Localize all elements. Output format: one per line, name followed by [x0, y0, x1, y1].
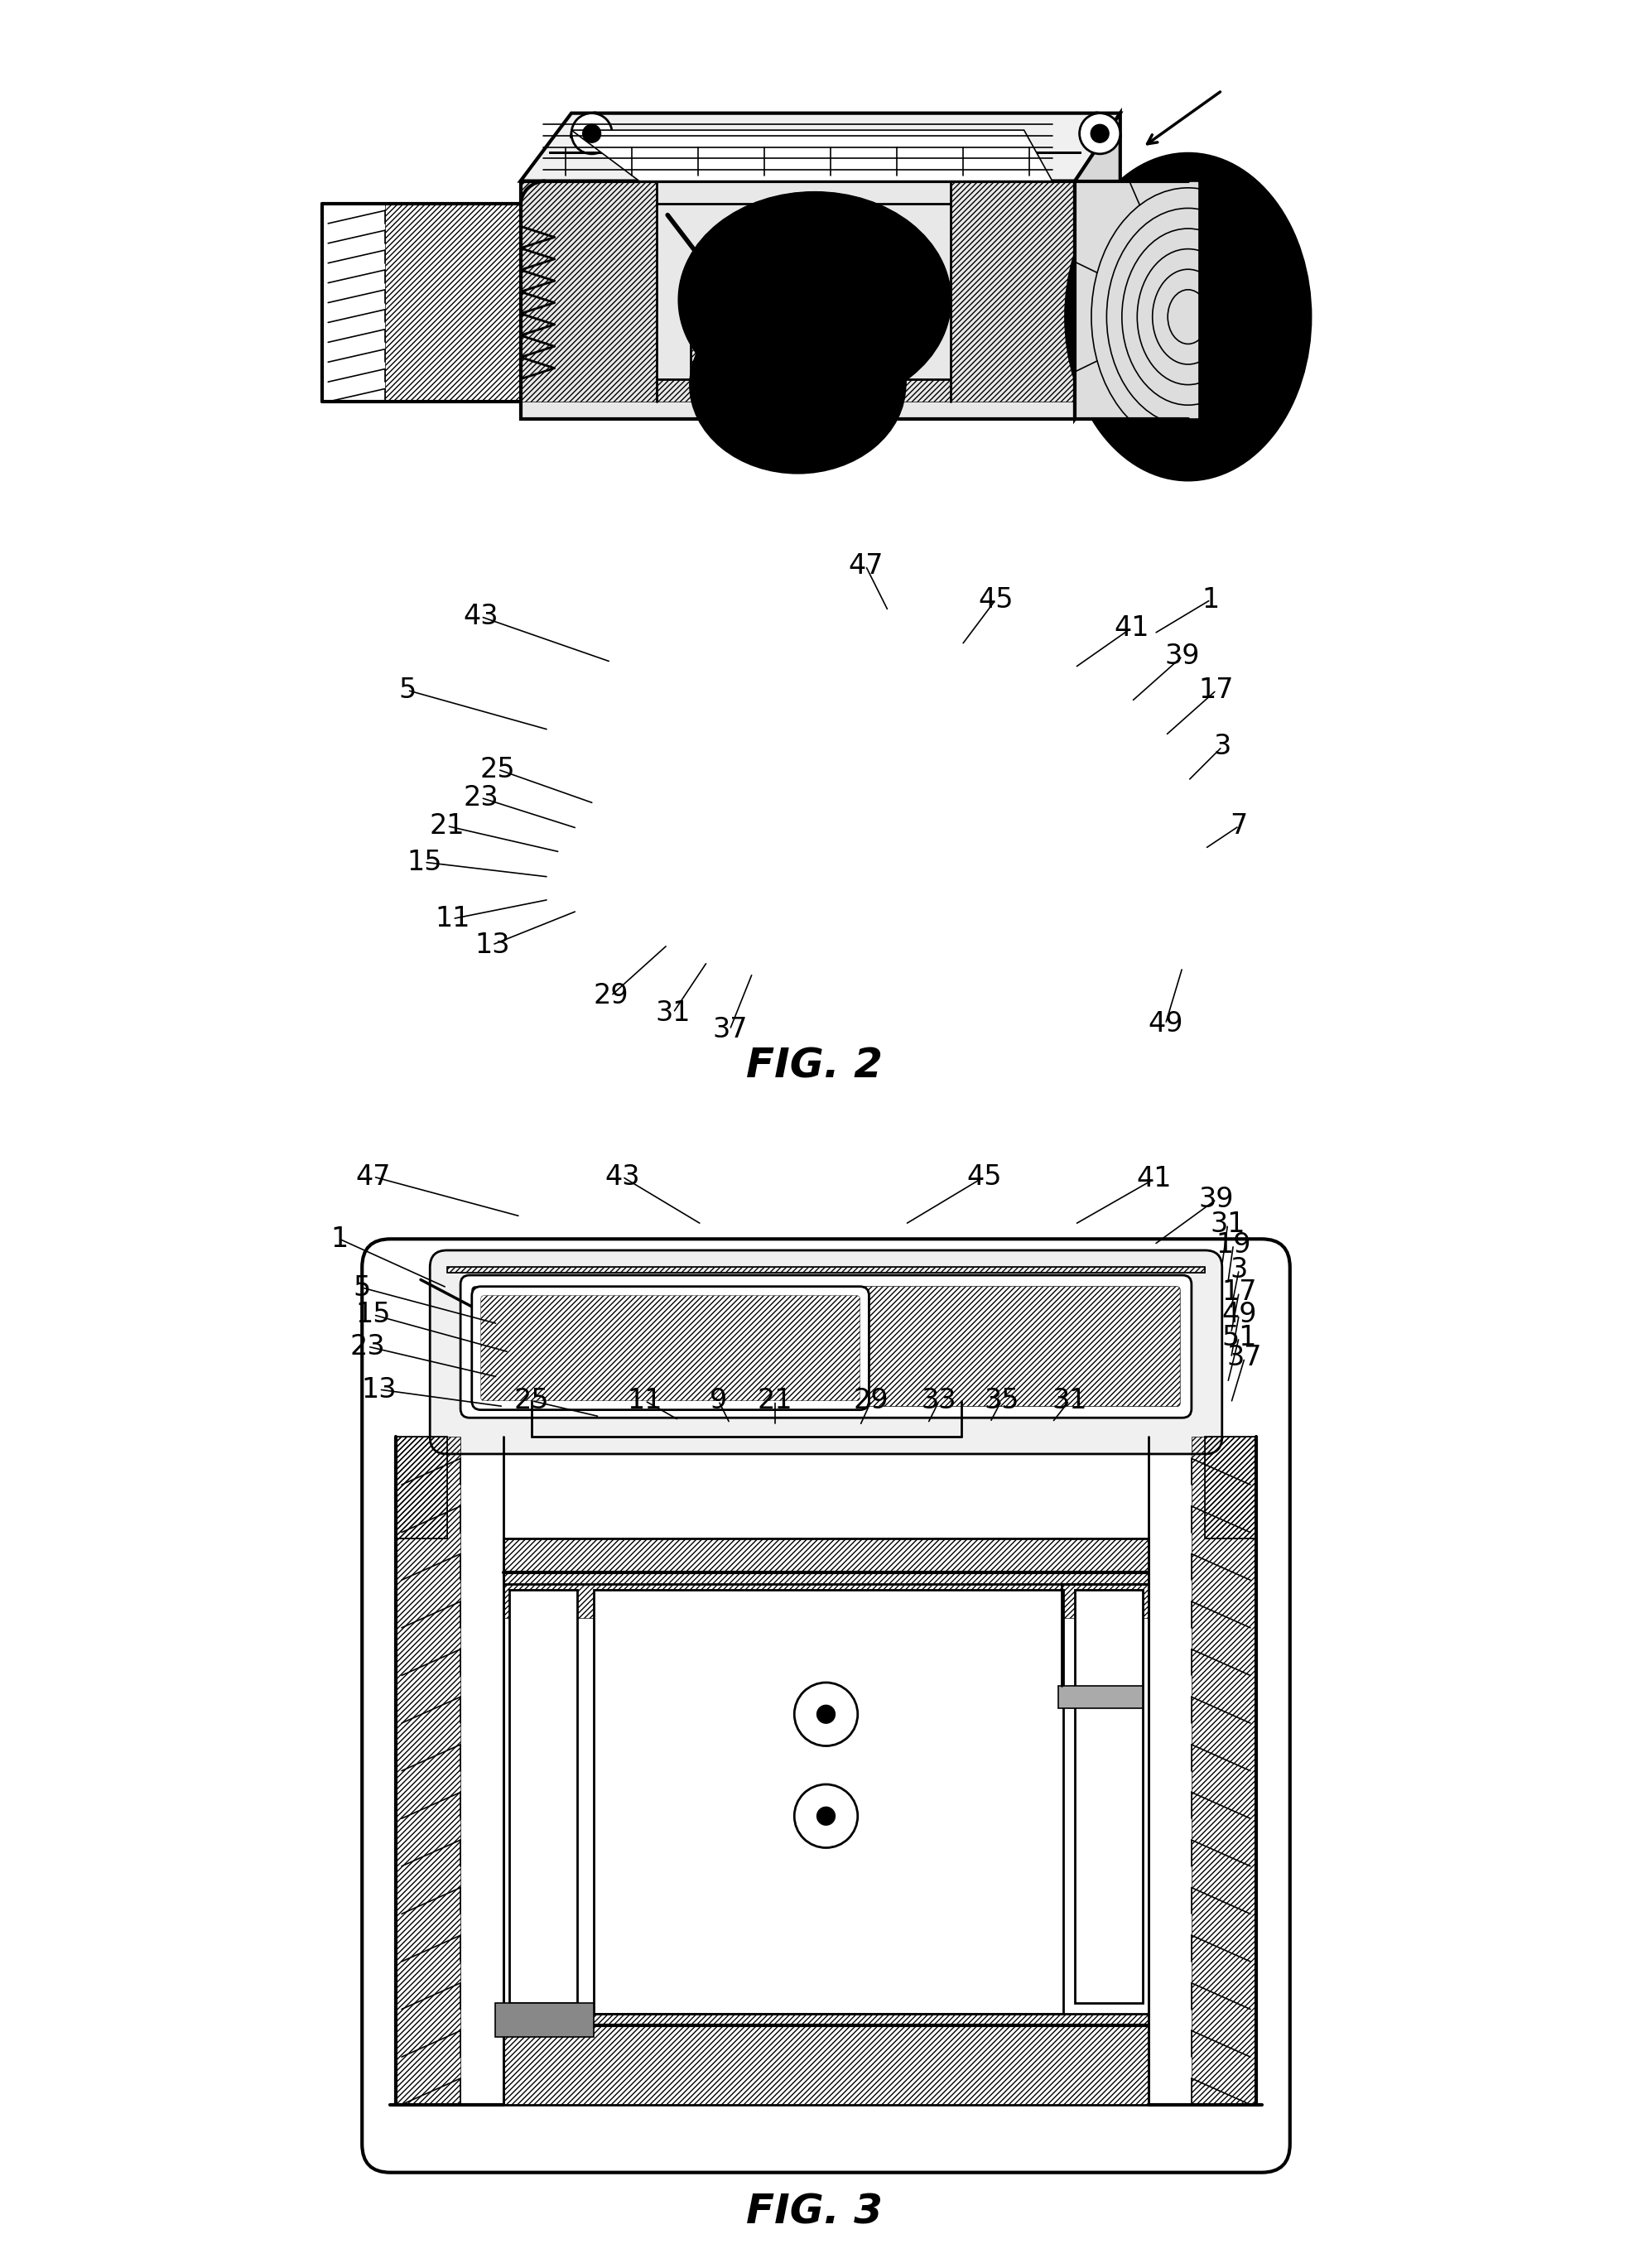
Circle shape — [818, 1706, 834, 1724]
Text: 45: 45 — [966, 1163, 1003, 1190]
Polygon shape — [572, 131, 1052, 181]
Text: 1: 1 — [330, 1224, 349, 1254]
Text: 15: 15 — [355, 1301, 392, 1328]
Text: FIG. 2: FIG. 2 — [747, 1046, 882, 1086]
Text: 25: 25 — [514, 1387, 550, 1414]
Text: 31: 31 — [1211, 1211, 1246, 1238]
Text: 11: 11 — [434, 905, 471, 932]
Text: 39: 39 — [1165, 643, 1199, 670]
Text: 29: 29 — [593, 982, 629, 1009]
Text: 15: 15 — [406, 849, 441, 876]
FancyBboxPatch shape — [362, 1240, 1290, 2172]
FancyBboxPatch shape — [461, 1276, 1191, 1417]
Ellipse shape — [720, 224, 910, 376]
Polygon shape — [496, 2003, 595, 2037]
Ellipse shape — [707, 220, 889, 369]
Ellipse shape — [691, 296, 905, 473]
Text: 21: 21 — [430, 812, 464, 840]
Text: 31: 31 — [656, 998, 691, 1027]
Text: 11: 11 — [628, 1387, 662, 1414]
Text: 3: 3 — [1231, 1256, 1247, 1283]
Bar — [504, 1539, 1148, 2105]
Text: 49: 49 — [1148, 1009, 1183, 1039]
Text: 43: 43 — [463, 602, 499, 631]
Text: 9: 9 — [710, 1387, 727, 1414]
Text: 49: 49 — [1221, 1301, 1257, 1328]
Text: 5: 5 — [398, 677, 416, 704]
Text: 39: 39 — [1199, 1186, 1234, 1213]
Polygon shape — [520, 113, 1120, 181]
Polygon shape — [1075, 181, 1199, 419]
Text: 23: 23 — [463, 783, 499, 812]
Ellipse shape — [1066, 154, 1310, 480]
Ellipse shape — [699, 208, 930, 391]
FancyBboxPatch shape — [430, 1249, 1222, 1455]
Text: 51: 51 — [1221, 1324, 1257, 1351]
Text: 35: 35 — [985, 1387, 1019, 1414]
Text: 47: 47 — [355, 1163, 392, 1190]
Text: 17: 17 — [1199, 677, 1234, 704]
Text: FIG. 3: FIG. 3 — [747, 2193, 882, 2231]
Circle shape — [583, 124, 601, 143]
Bar — [509, 1589, 577, 2003]
Circle shape — [1090, 124, 1108, 143]
Text: 33: 33 — [922, 1387, 957, 1414]
Text: 25: 25 — [481, 756, 515, 783]
FancyBboxPatch shape — [472, 1285, 869, 1410]
Bar — [595, 1589, 1064, 2014]
Text: 1: 1 — [1203, 586, 1219, 613]
Text: 41: 41 — [1137, 1165, 1171, 1193]
Ellipse shape — [691, 206, 905, 382]
Text: 19: 19 — [1216, 1231, 1251, 1258]
Text: 37: 37 — [712, 1016, 747, 1043]
Text: 45: 45 — [978, 586, 1013, 613]
Text: 3: 3 — [1213, 733, 1231, 760]
Text: 37: 37 — [1227, 1344, 1262, 1371]
Ellipse shape — [679, 192, 950, 407]
Bar — [1075, 1589, 1143, 2003]
Polygon shape — [1075, 113, 1120, 419]
Ellipse shape — [722, 233, 872, 355]
Text: 29: 29 — [854, 1387, 889, 1414]
Polygon shape — [520, 181, 1075, 419]
Circle shape — [572, 113, 613, 154]
Circle shape — [1079, 113, 1120, 154]
Text: 13: 13 — [362, 1376, 396, 1403]
Text: 23: 23 — [350, 1333, 385, 1360]
Circle shape — [818, 1806, 834, 1824]
Text: 7: 7 — [1231, 812, 1247, 840]
Text: 43: 43 — [605, 1163, 639, 1190]
Polygon shape — [1057, 1686, 1143, 1709]
Text: 47: 47 — [847, 552, 884, 579]
Text: 5: 5 — [354, 1274, 370, 1301]
Text: 31: 31 — [1052, 1387, 1087, 1414]
Text: 41: 41 — [1113, 613, 1150, 643]
Text: 13: 13 — [474, 930, 510, 960]
Text: 21: 21 — [757, 1387, 793, 1414]
Text: 17: 17 — [1221, 1279, 1257, 1306]
